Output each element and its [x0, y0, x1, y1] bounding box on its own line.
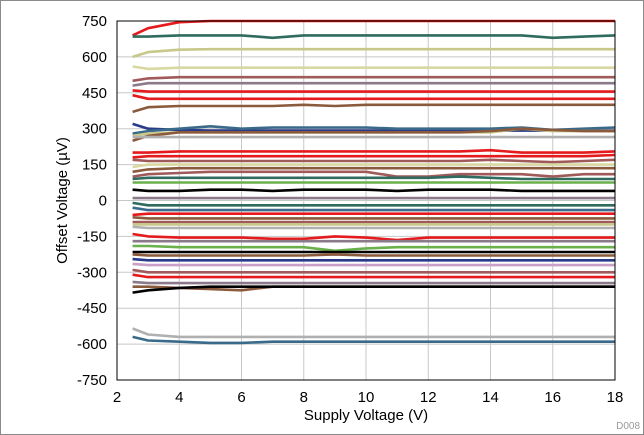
- plot-area-border: [116, 20, 616, 381]
- x-axis-label: Supply Voltage (V): [304, 407, 428, 424]
- series-line-37: [132, 257, 615, 262]
- x-tick-label: 10: [358, 389, 375, 406]
- series-line-45: [132, 335, 615, 345]
- series-line-13: [132, 127, 615, 142]
- x-tick-label: 4: [175, 389, 183, 406]
- y-tick-label: -150: [77, 228, 107, 245]
- series-line-3: [132, 47, 615, 59]
- series-line-31: [132, 225, 615, 230]
- series-line-32: [132, 232, 615, 242]
- series-line-27: [132, 212, 615, 217]
- y-tick-label: -750: [77, 372, 107, 389]
- series-line-26: [132, 206, 615, 212]
- series-line-15: [132, 148, 616, 154]
- y-tick-label: -600: [77, 336, 107, 353]
- y-tick-label: -450: [77, 300, 107, 317]
- series-line-5: [132, 75, 615, 83]
- y-tick-label: 750: [82, 13, 107, 30]
- series-line-1: [132, 19, 615, 37]
- y-tick-label: 300: [82, 121, 107, 138]
- y-tick-label: 0: [99, 193, 107, 210]
- series-line-23: [132, 188, 615, 193]
- series-line-7: [132, 89, 615, 93]
- series-line-38: [132, 262, 615, 267]
- y-tick-label: 150: [82, 157, 107, 174]
- series-line-8: [132, 93, 615, 101]
- x-tick-label: 8: [300, 389, 308, 406]
- y-tick-label: 450: [82, 85, 107, 102]
- x-tick-label: 2: [113, 389, 121, 406]
- series-layer: [132, 19, 616, 345]
- gridlines: [116, 20, 616, 381]
- x-tick-label: 12: [420, 389, 437, 406]
- x-tick-label: 16: [544, 389, 561, 406]
- y-tick-labels: 750 600 450 300 150 0 -150 -300 -450 -600 -750: [77, 13, 107, 389]
- series-line-2: [132, 34, 616, 40]
- series-line-21: [132, 175, 615, 181]
- series-line-34: [132, 244, 615, 253]
- y-tick-label: -300: [77, 264, 107, 281]
- series-line-6: [132, 81, 615, 87]
- x-tick-label: 18: [607, 389, 624, 406]
- series-line-28: [132, 216, 615, 220]
- series-line-41: [132, 280, 615, 285]
- y-axis-label: Offset Voltage (µV): [54, 137, 71, 264]
- series-line-20: [132, 170, 615, 178]
- series-line-16: [132, 153, 616, 159]
- series-line-4: [132, 65, 615, 71]
- series-line-39: [132, 268, 615, 274]
- series-line-43: [132, 285, 615, 294]
- series-line-25: [132, 201, 615, 207]
- series-line-9: [132, 103, 615, 114]
- series-line-36: [132, 253, 615, 257]
- series-line-19: [132, 166, 615, 174]
- series-line-40: [132, 273, 615, 279]
- y-tick-label: 600: [82, 49, 107, 66]
- series-line-17: [132, 158, 616, 164]
- x-tick-label: 14: [482, 389, 499, 406]
- x-tick-labels: 2 4 6 8 10 12 14 16 18: [113, 389, 624, 406]
- x-tick-label: 6: [237, 389, 245, 406]
- series-line-18: [132, 163, 615, 169]
- figure-code: D008: [616, 421, 640, 432]
- series-line-44: [132, 327, 615, 339]
